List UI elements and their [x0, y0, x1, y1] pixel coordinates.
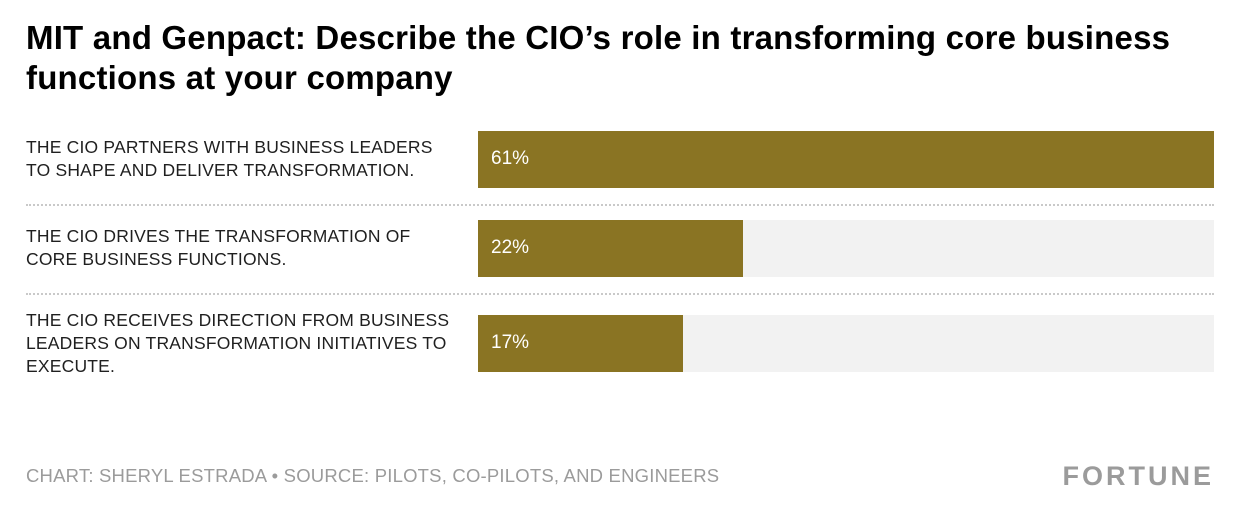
- bar: 17%: [478, 314, 684, 372]
- footer: CHART: SHERYL ESTRADA • SOURCE: PILOTS, …: [26, 448, 1214, 520]
- bar-track: 22%: [478, 219, 1214, 277]
- chart-credit: CHART: SHERYL ESTRADA • SOURCE: PILOTS, …: [26, 465, 720, 486]
- category-label: THE CIO RECEIVES DIRECTION FROM BUSINESS…: [26, 309, 450, 376]
- bar-value-label: 17%: [491, 332, 530, 354]
- chart-row: THE CIO PARTNERS WITH BUSINESS LEADERS T…: [26, 117, 1214, 206]
- category-label: THE CIO PARTNERS WITH BUSINESS LEADERS T…: [26, 136, 433, 180]
- category-label: THE CIO DRIVES THE TRANSFORMATION OF COR…: [26, 225, 411, 269]
- fortune-logo: FORTUNE: [1062, 460, 1214, 491]
- bar: 61%: [478, 130, 1214, 188]
- bar-chart: THE CIO PARTNERS WITH BUSINESS LEADERS T…: [26, 117, 1214, 449]
- bar: 22%: [478, 219, 744, 277]
- bar-track: 61%: [478, 130, 1214, 188]
- bar-value-label: 22%: [491, 237, 530, 258]
- chart-row: THE CIO DRIVES THE TRANSFORMATION OF COR…: [26, 206, 1214, 295]
- bar-value-label: 61%: [491, 148, 530, 169]
- bar-track: 17%: [478, 314, 1214, 372]
- chart-title: MIT and Genpact: Describe the CIO’s role…: [26, 19, 1171, 97]
- chart-row: THE CIO RECEIVES DIRECTION FROM BUSINESS…: [26, 295, 1214, 394]
